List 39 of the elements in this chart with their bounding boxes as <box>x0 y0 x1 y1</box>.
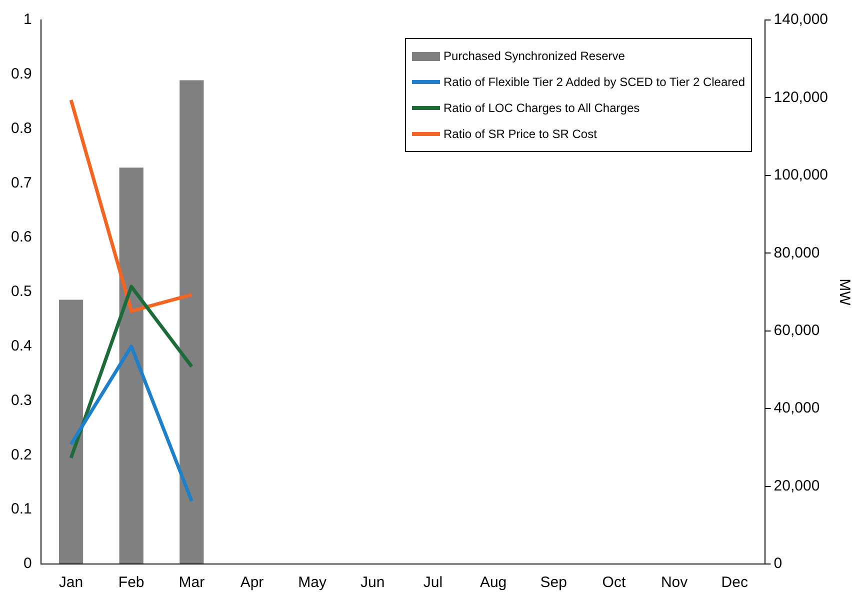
y2-tick-label: 20,000 <box>774 477 820 494</box>
y-tick-label: 0.6 <box>10 228 32 246</box>
y2-tick-label: 60,000 <box>774 322 820 339</box>
x-tick-label: Aug <box>480 574 507 592</box>
x-tick-label: May <box>298 574 327 592</box>
y-tick-label: 0.7 <box>10 174 32 192</box>
legend-label: Ratio of Flexible Tier 2 Added by SCED to Tier 2 Cleared <box>444 75 745 89</box>
legend-label: Ratio of SR Price to SR Cost <box>444 127 597 141</box>
y-tick-label: 0.1 <box>10 500 32 518</box>
y-tick-label: 0.2 <box>10 446 32 464</box>
x-tick-label: Dec <box>721 574 748 592</box>
y-tick-label: 0.5 <box>10 283 32 300</box>
x-tick-label: Jul <box>423 574 443 592</box>
y2-axis-title: MW <box>836 278 853 306</box>
y-tick-label: 0.3 <box>10 392 32 409</box>
x-tick-label: Sep <box>540 574 567 592</box>
y2-tick-label: 120,000 <box>774 88 828 106</box>
y-tick-label: 0.4 <box>10 338 32 355</box>
legend-label: Ratio of LOC Charges to All Charges <box>444 101 640 115</box>
x-tick-label: Nov <box>660 574 688 592</box>
y-tick-label: 0.8 <box>10 120 32 137</box>
y2-tick-label: 0 <box>774 555 782 572</box>
x-tick-label: Mar <box>178 574 205 592</box>
y2-tick-label: 100,000 <box>774 166 828 184</box>
y2-tick-label: 140,000 <box>774 11 828 28</box>
y-tick-label: 0 <box>24 555 32 572</box>
x-tick-label: Jun <box>360 574 385 592</box>
y2-tick-label: 40,000 <box>774 400 820 417</box>
bar <box>180 80 204 564</box>
y-tick-label: 1 <box>24 11 32 28</box>
y2-tick-label: 80,000 <box>774 244 820 262</box>
bar <box>58 300 84 564</box>
legend-label: Purchased Synchronized Reserve <box>444 49 625 63</box>
x-tick-label: Jan <box>58 574 84 592</box>
x-tick-label: Feb <box>118 574 144 592</box>
x-tick-label: Oct <box>602 574 626 592</box>
bar <box>119 168 144 564</box>
x-tick-label: Apr <box>240 574 264 592</box>
y-tick-label: 0.9 <box>10 66 32 83</box>
